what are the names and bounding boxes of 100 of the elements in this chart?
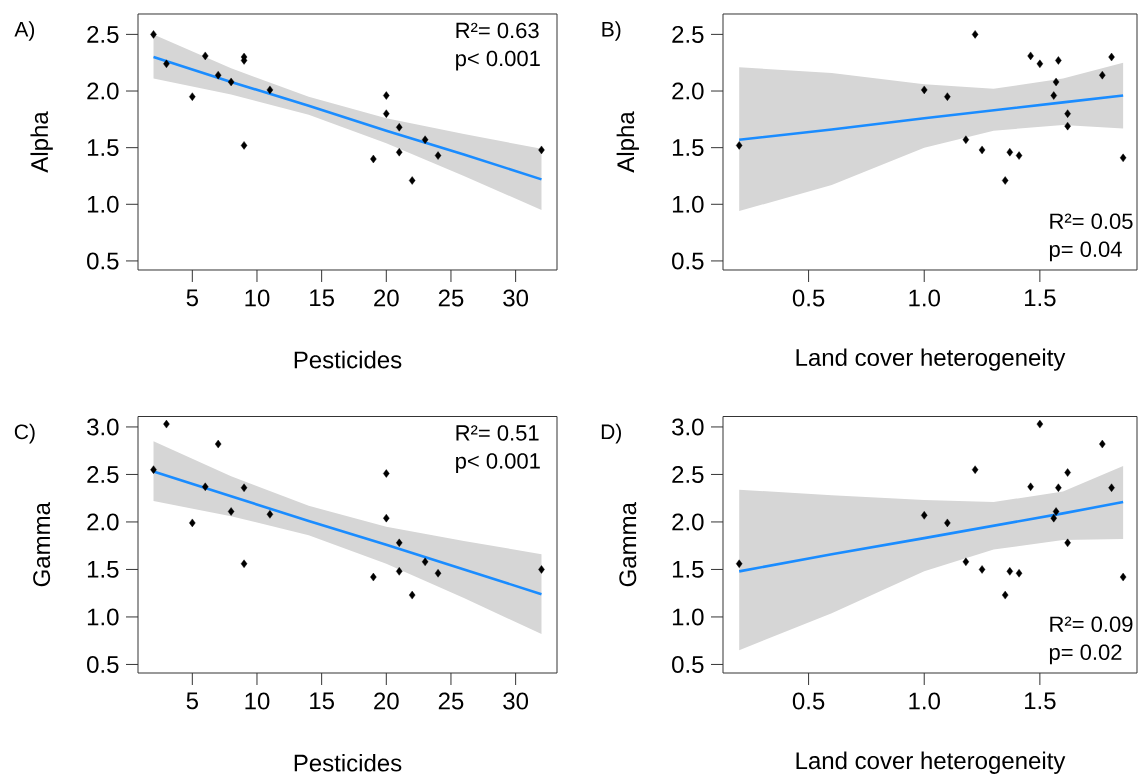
y-tick-label: 0.5 [672, 655, 704, 673]
y-axis-title: Alpha [616, 111, 639, 173]
annotation: R²= 0.63 [456, 22, 539, 39]
x-tick-label: 10 [245, 692, 270, 710]
x-tick-label: 30 [503, 289, 529, 307]
point [1064, 109, 1071, 118]
y-tick-label: 1.5 [87, 139, 119, 157]
point [434, 151, 442, 160]
point [396, 538, 403, 548]
point [227, 77, 235, 87]
point [240, 141, 248, 150]
y-tick-label: 2.0 [87, 513, 119, 531]
point [736, 559, 743, 568]
y-tick-label: 0.5 [672, 252, 704, 270]
y-tick-label: 1.5 [87, 561, 119, 578]
point [163, 419, 170, 429]
x-tick-label: 5 [186, 289, 198, 307]
point [189, 518, 196, 528]
point [1055, 483, 1062, 492]
y-tick-label: 2.5 [672, 25, 704, 43]
x-tick-label: 0.5 [792, 289, 825, 307]
x-tick-label: 15 [310, 692, 334, 710]
point [150, 30, 157, 39]
annotation: R²= 0.51 [456, 425, 539, 441]
point [396, 567, 403, 576]
point [1050, 91, 1057, 100]
point [971, 30, 979, 39]
point [1119, 153, 1127, 163]
point [1001, 590, 1009, 600]
y-tick-label: 1.5 [672, 139, 704, 157]
point [921, 511, 928, 520]
point [978, 565, 986, 574]
point [1099, 439, 1106, 449]
y-tick-label: 1.0 [87, 608, 119, 626]
point [1119, 572, 1127, 582]
point [1052, 77, 1060, 87]
x-axis-title: Land cover heterogeneity [796, 348, 1066, 371]
point [971, 465, 979, 474]
x-tick-label: 10 [245, 289, 270, 307]
point [1006, 147, 1013, 157]
point [396, 123, 403, 132]
point [370, 154, 377, 164]
point [266, 510, 274, 519]
annotation: R²= 0.05 [1050, 213, 1133, 230]
x-axis-title: Pesticides [294, 753, 402, 772]
x-tick-label: 1.5 [1025, 289, 1056, 307]
point [383, 469, 390, 478]
x-tick-label: 20 [374, 289, 399, 307]
chart-title: D) [601, 423, 621, 444]
chart-title: C) [14, 423, 35, 444]
point [214, 70, 222, 80]
y-tick-label: 2.5 [87, 25, 119, 43]
point [421, 557, 429, 567]
point [1052, 507, 1060, 516]
y-tick-label: 2.0 [672, 82, 704, 100]
point [1064, 121, 1071, 131]
point [538, 145, 545, 155]
point [538, 565, 545, 574]
y-tick-label: 2.0 [87, 82, 119, 100]
point [189, 92, 196, 101]
point [1064, 468, 1071, 477]
point [962, 557, 970, 567]
point [921, 85, 928, 95]
point [1001, 176, 1009, 185]
x-tick-label: 30 [503, 692, 529, 710]
point [434, 569, 442, 578]
point [1108, 483, 1115, 492]
point [370, 572, 377, 582]
point [396, 147, 403, 157]
y-tick-label: 3.0 [672, 418, 704, 436]
point [240, 483, 248, 492]
chart-title: A) [14, 21, 35, 41]
point [383, 513, 390, 523]
point [408, 176, 416, 185]
point [1027, 482, 1034, 491]
annotation: p< 0.001 [456, 453, 540, 474]
x-tick-label: 25 [438, 289, 464, 307]
point [962, 135, 970, 144]
point [1108, 52, 1115, 62]
point [408, 590, 416, 600]
point [1027, 51, 1034, 61]
y-tick-label: 2.0 [672, 513, 704, 531]
annotation: p= 0.02 [1049, 644, 1122, 665]
point [1015, 151, 1023, 160]
point [266, 85, 274, 95]
x-tick-label: 20 [374, 692, 399, 710]
y-tick-label: 3.0 [87, 418, 119, 436]
y-axis-title: Gamma [619, 502, 637, 587]
annotation: R²= 0.09 [1050, 616, 1133, 632]
x-axis-title: Land cover heterogeneity [796, 751, 1066, 774]
x-tick-label: 15 [310, 289, 334, 307]
point [944, 518, 951, 528]
point [1015, 569, 1023, 578]
point [202, 51, 209, 61]
x-tick-label: 1.0 [909, 692, 940, 710]
x-tick-label: 25 [438, 692, 464, 710]
point [978, 145, 986, 155]
point [383, 109, 390, 118]
y-tick-label: 0.5 [87, 655, 119, 673]
chart-title: B) [602, 21, 621, 41]
